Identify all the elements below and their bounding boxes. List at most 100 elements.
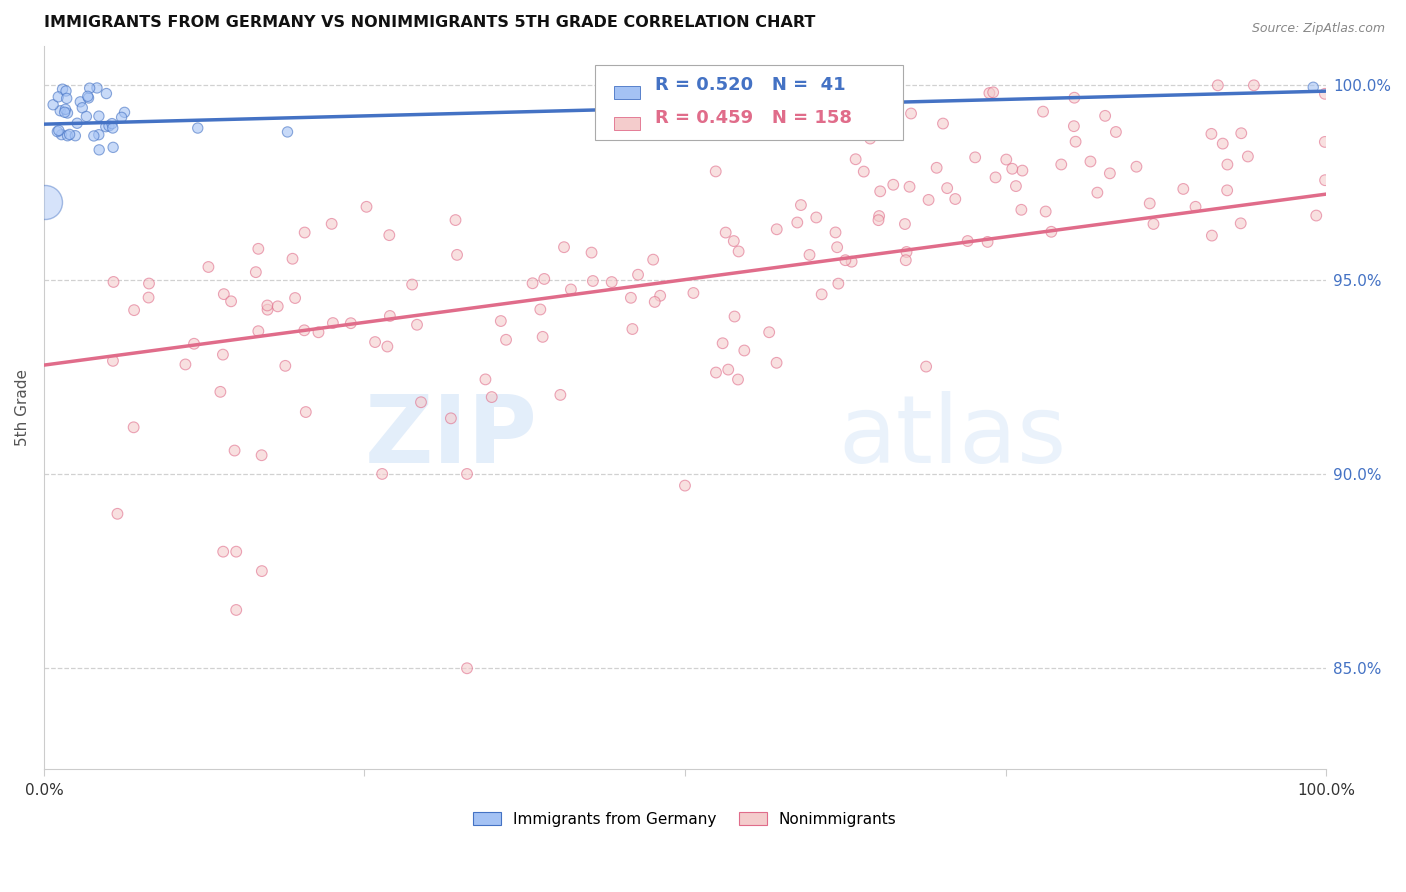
Point xyxy=(765,114,787,128)
Point xyxy=(46,125,69,139)
Point xyxy=(56,106,79,120)
Point xyxy=(620,291,643,305)
Point xyxy=(866,82,889,96)
Text: R = 0.459   N = 158: R = 0.459 N = 158 xyxy=(655,109,852,127)
Point xyxy=(101,117,124,131)
Point xyxy=(1064,135,1087,149)
Point xyxy=(79,81,101,95)
Point xyxy=(101,121,124,136)
Point xyxy=(56,128,79,143)
Point xyxy=(582,274,605,288)
Point xyxy=(274,359,297,373)
Point xyxy=(841,254,863,268)
Point xyxy=(581,245,603,260)
Point xyxy=(932,117,955,131)
Point xyxy=(806,211,828,225)
Point xyxy=(51,128,73,142)
Point xyxy=(650,289,672,303)
Point xyxy=(101,354,124,368)
Point xyxy=(77,91,100,105)
Point xyxy=(55,84,77,98)
Point xyxy=(107,507,129,521)
Point xyxy=(1173,182,1195,196)
Point xyxy=(444,213,467,227)
Point xyxy=(83,128,105,143)
Point xyxy=(1201,228,1223,243)
Point xyxy=(976,235,998,249)
Point xyxy=(256,302,278,317)
Point xyxy=(276,125,298,139)
FancyBboxPatch shape xyxy=(614,86,640,99)
Point xyxy=(845,153,868,167)
Point xyxy=(799,248,821,262)
Point xyxy=(138,291,160,305)
Point xyxy=(103,275,125,289)
Point xyxy=(529,302,551,317)
Point xyxy=(247,324,270,338)
Point xyxy=(225,603,247,617)
Point xyxy=(1212,136,1234,151)
Point xyxy=(356,200,378,214)
Point xyxy=(1313,135,1336,149)
Point xyxy=(267,299,290,313)
Point xyxy=(55,91,77,105)
Point xyxy=(758,325,780,339)
Point xyxy=(86,81,108,95)
Point xyxy=(122,303,145,318)
Point xyxy=(673,478,696,492)
Point xyxy=(212,544,235,558)
Point xyxy=(869,185,891,199)
Point xyxy=(900,106,922,120)
Point xyxy=(1184,200,1206,214)
Point xyxy=(1063,119,1085,133)
Point xyxy=(936,181,959,195)
Text: IMMIGRANTS FROM GERMANY VS NONIMMIGRANTS 5TH GRADE CORRELATION CHART: IMMIGRANTS FROM GERMANY VS NONIMMIGRANTS… xyxy=(44,15,815,30)
Point xyxy=(1080,154,1102,169)
Point xyxy=(250,564,273,578)
Point xyxy=(321,217,343,231)
Point xyxy=(364,334,387,349)
Point xyxy=(42,97,65,112)
Point xyxy=(868,209,890,223)
Point xyxy=(522,277,544,291)
Point xyxy=(75,110,97,124)
Point xyxy=(1237,149,1260,163)
Text: R = 0.520   N =  41: R = 0.520 N = 41 xyxy=(655,76,846,94)
Point xyxy=(65,128,87,143)
Point xyxy=(956,234,979,248)
Point xyxy=(533,272,555,286)
Point xyxy=(1094,109,1116,123)
Point xyxy=(284,291,307,305)
Point xyxy=(553,240,575,254)
Point xyxy=(281,252,304,266)
Point xyxy=(456,467,478,481)
Point xyxy=(377,339,399,353)
Point xyxy=(87,128,110,142)
Point xyxy=(965,150,987,164)
Point xyxy=(1139,196,1161,211)
Point xyxy=(247,242,270,256)
Point xyxy=(868,213,890,227)
Point xyxy=(981,86,1004,100)
Point xyxy=(295,405,318,419)
Point xyxy=(1040,225,1063,239)
Point xyxy=(917,193,939,207)
Point xyxy=(643,252,665,267)
Text: Source: ZipAtlas.com: Source: ZipAtlas.com xyxy=(1251,22,1385,36)
Point xyxy=(915,359,938,374)
Point xyxy=(733,343,755,358)
Point xyxy=(1305,209,1327,223)
Point xyxy=(1063,91,1085,105)
Point xyxy=(409,395,432,409)
Point xyxy=(1313,173,1336,187)
Point xyxy=(1216,183,1239,197)
Text: atlas: atlas xyxy=(839,391,1067,483)
Point xyxy=(786,215,808,229)
Point xyxy=(1142,217,1164,231)
Point xyxy=(1050,157,1073,171)
Point xyxy=(256,298,278,312)
Point xyxy=(378,228,401,243)
Point xyxy=(89,143,111,157)
Point xyxy=(834,253,856,268)
FancyBboxPatch shape xyxy=(614,117,640,130)
